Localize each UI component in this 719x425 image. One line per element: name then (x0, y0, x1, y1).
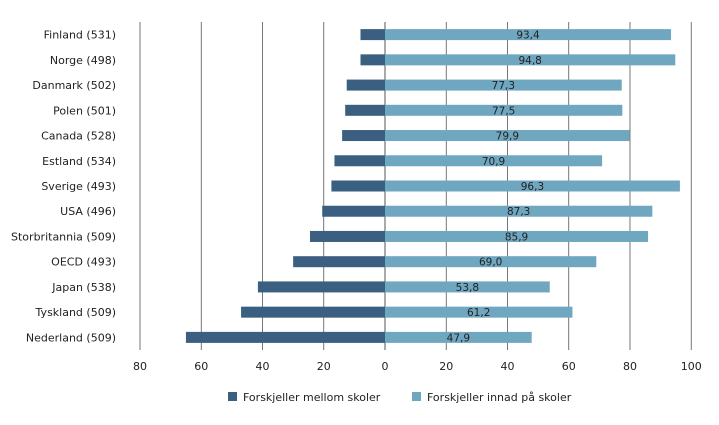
legend-swatch (412, 392, 421, 401)
x-tick-label: 80 (133, 360, 147, 373)
category-label: Finland (531) (44, 29, 116, 42)
data-label: 61,2 (467, 307, 490, 319)
data-label: 87,3 (507, 206, 530, 218)
x-tick-label: 40 (256, 360, 270, 373)
bar-between-schools (360, 54, 385, 66)
bar-between-schools (342, 130, 385, 142)
bar-between-schools (346, 79, 385, 91)
bar-within-schools (385, 130, 630, 142)
category-label: Canada (528) (41, 130, 116, 143)
x-tick-label: 60 (194, 360, 208, 373)
category-label: Danmark (502) (32, 79, 116, 92)
bar-between-schools (345, 104, 385, 116)
bar-within-schools (385, 256, 597, 268)
x-tick-label: 100 (681, 360, 702, 373)
bar-between-schools (185, 331, 385, 343)
bar-within-schools (385, 155, 603, 167)
bar-within-schools (385, 281, 550, 293)
legend-label: Forskjeller innad på skoler (427, 391, 572, 404)
bar-between-schools (360, 29, 385, 41)
x-tick-label: 0 (382, 360, 389, 373)
bar-between-schools (309, 230, 385, 242)
data-label: 93,4 (516, 30, 540, 42)
category-label: Japan (538) (51, 281, 116, 294)
bar-between-schools (241, 306, 385, 318)
category-label: Storbritannia (509) (11, 230, 116, 243)
category-label: OECD (493) (51, 256, 116, 269)
bar-between-schools (331, 180, 385, 192)
x-axis-ticks: 80 60 40 20 0 20 40 60 80 100 (133, 360, 702, 373)
legend-label: Forskjeller mellom skoler (243, 391, 381, 404)
x-tick-label: 40 (500, 360, 514, 373)
bars: 93,4 94,8 77,3 77,5 79,9 70,9 96,3 87,3 85,9 69,0… (185, 29, 680, 344)
x-tick-label: 20 (439, 360, 453, 373)
bar-within-schools (385, 306, 573, 318)
category-label: USA (496) (60, 205, 116, 218)
category-labels: Finland (531) Norge (498) Danmark (502) Pol… (11, 29, 116, 345)
category-label: Estland (534) (42, 155, 116, 168)
category-label: Norge (498) (50, 54, 116, 67)
category-label: Tyskland (509) (35, 306, 116, 319)
data-label: 53,8 (456, 282, 479, 294)
bar-within-schools (385, 104, 623, 116)
bar-between-schools (334, 155, 385, 167)
bar-within-schools (385, 180, 680, 192)
category-label: Sverige (493) (41, 180, 116, 193)
data-label: 70,9 (482, 156, 505, 168)
bar-within-schools (385, 29, 672, 41)
bar-within-schools (385, 79, 622, 91)
data-label: 96,3 (521, 181, 544, 193)
category-label: Polen (501) (53, 104, 116, 117)
data-label: 85,9 (505, 231, 528, 243)
category-label: Nederland (509) (26, 331, 116, 344)
bar-between-schools (293, 256, 385, 268)
data-label: 77,5 (492, 105, 515, 117)
bar-within-schools (385, 331, 532, 343)
data-label: 47,9 (447, 332, 470, 344)
x-tick-label: 60 (562, 360, 576, 373)
legend-swatch (228, 392, 237, 401)
x-tick-label: 80 (623, 360, 637, 373)
legend: Forskjeller mellom skoler Forskjeller inn… (228, 391, 572, 404)
bar-within-schools (385, 54, 676, 66)
data-label: 94,8 (518, 55, 541, 67)
bar-within-schools (385, 230, 649, 242)
bar-between-schools (257, 281, 385, 293)
data-label: 69,0 (479, 257, 502, 269)
bar-between-schools (322, 205, 385, 217)
data-label: 77,3 (492, 80, 515, 92)
x-tick-label: 20 (317, 360, 331, 373)
data-label: 79,9 (496, 131, 519, 143)
bar-within-schools (385, 205, 653, 217)
